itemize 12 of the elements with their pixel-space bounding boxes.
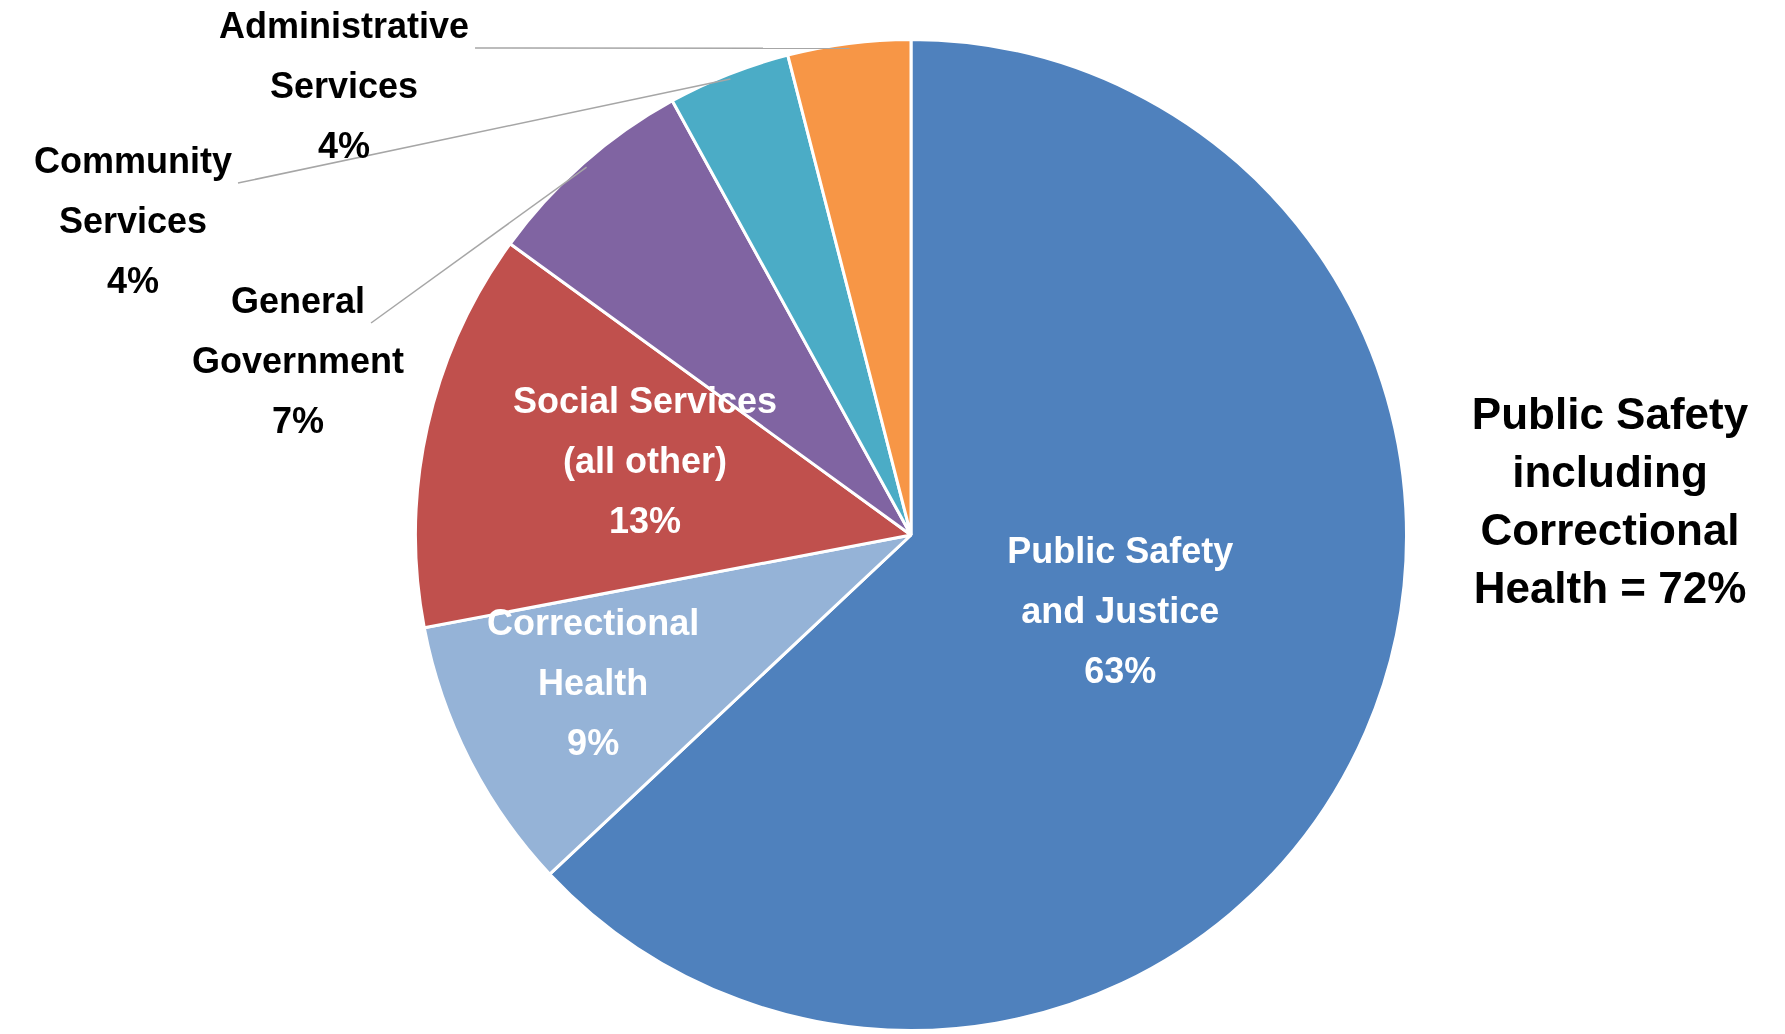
data-label: 4% [106,259,160,301]
data-label: 13% [609,500,682,542]
slice-label: Administrative Services [218,4,470,106]
slice-label: Correctional Health [487,601,700,703]
slice-label: Public Safety and Justice [1007,530,1234,632]
data-label: 7% [271,399,325,441]
text: Public Safety including Correctional Health = 72% [1470,388,1750,614]
data-label: 63% [1084,650,1157,692]
data-label: 9% [567,721,620,763]
slice-label: General Government [191,279,405,381]
data-label: 4% [317,124,371,166]
slice-label: Community Services [34,139,232,241]
